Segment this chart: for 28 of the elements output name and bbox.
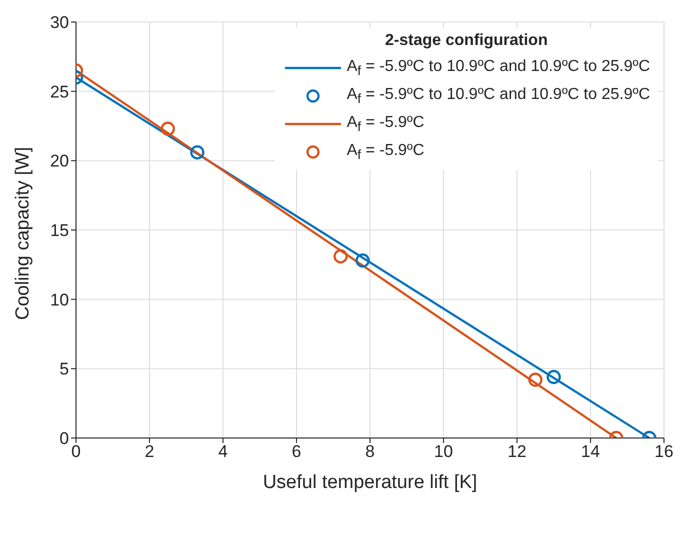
x-tick-label: 6 [292,442,302,462]
legend-label: A$_{f}$ = -5.9ºC to 10.9ºC and 10.9ºC to 25.9ºC [346,58,650,78]
y-axis-title: Cooling capacity [W] [12,146,34,320]
y-tick-label: 5 [60,360,69,379]
point [546,370,561,384]
x-tick-label: 2 [144,442,154,462]
legend-label: A$_{f}$ = -5.9ºC [346,142,424,162]
point [334,249,348,264]
x-tick-label: 12 [508,442,526,462]
x-tick-label: 16 [654,442,674,462]
legend-label: A$_{f}$ = -5.9ºC [346,114,424,134]
point [356,253,370,268]
point [190,145,204,160]
y-tick-label: 25 [50,82,69,102]
y-tick-label: 15 [50,221,69,240]
x-tick-label: 14 [581,442,600,462]
y-tick-label: 30 [50,13,69,32]
x-tick-label: 10 [434,442,453,462]
point [160,122,175,136]
y-tick-label: 10 [50,290,69,310]
x-tick-label: 8 [365,442,375,462]
x-axis-title: Useful temperature lift [K] [262,472,478,493]
point [528,372,542,387]
legend-label: A$_{f}$ = -5.9ºC to 10.9ºC and 10.9ºC to 25.9ºC [346,86,650,106]
y-tick-label: 0 [60,429,69,448]
x-tick-label: 4 [218,442,228,462]
y-tick-label: 20 [50,152,69,171]
legend-title: 2-stage configuration [384,32,549,50]
